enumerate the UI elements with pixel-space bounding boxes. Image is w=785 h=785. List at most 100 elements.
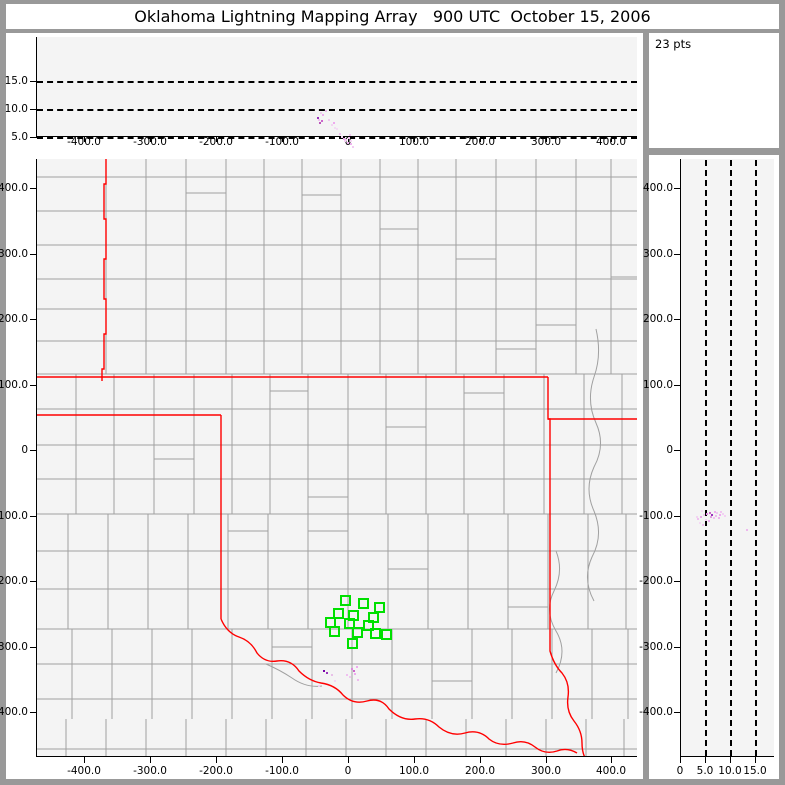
point-count-label: 23 pts: [655, 37, 692, 51]
lma-station-marker: [352, 627, 363, 638]
source-point: [714, 511, 716, 513]
source-point: [354, 673, 356, 675]
source-point: [724, 515, 726, 517]
plot-area-map: [36, 159, 637, 756]
gridline-x-15: [755, 160, 757, 756]
page-title: Oklahoma Lightning Mapping Array 900 UTC…: [134, 7, 651, 26]
source-point: [326, 672, 328, 674]
y-tick-label-right-300: 300.0: [642, 248, 673, 260]
gridline-y-10: [37, 109, 637, 111]
y-tick-map-n300: [30, 647, 37, 648]
x-tick-label-map-0: 0: [344, 765, 352, 777]
y-tick-map-n400: [30, 712, 37, 713]
y-tick-15: [30, 81, 37, 82]
y-tick-label-map-n400: -400.0: [0, 706, 28, 718]
lma-station-marker: [333, 608, 344, 619]
plot-area-altitude-vs-east: [36, 37, 637, 136]
source-point: [746, 529, 748, 531]
y-tick-label-right-n100: -100.0: [639, 510, 673, 522]
map-boundaries: [36, 159, 637, 756]
source-point: [357, 679, 359, 681]
x-tick-map-100: [414, 757, 415, 763]
x-tick-label-top-400: 400.0: [595, 136, 627, 148]
x-tick-top-0: [348, 136, 349, 142]
x-axis-line-map: [36, 756, 637, 757]
x-tick-top-100: [414, 136, 415, 142]
x-tick-label-right-10: 10.0: [718, 765, 742, 777]
source-point: [708, 520, 710, 522]
source-point: [702, 524, 704, 526]
panel-plan-view-map: 400.0 300.0 200.0 100.0 0 -100.0 -200.0 …: [0, 155, 643, 779]
panel-altitude-vs-east: 15.0 10.0 5.0 0: [5, 33, 643, 170]
x-axis-label-strip-top: -400.0 -300.0 -200.0 -100.0 0 100.0 200.…: [6, 136, 643, 148]
x-tick-label-top-n200: -200.0: [199, 136, 233, 148]
source-point: [699, 522, 701, 524]
x-tick-map-400: [611, 757, 612, 763]
x-axis-label-strip-right: 0 5.0 10.0 15.0: [649, 765, 779, 777]
y-axis-line-top: [36, 37, 37, 136]
x-tick-label-top-n300: -300.0: [133, 136, 167, 148]
source-point: [710, 516, 712, 518]
x-tick-label-map-100: 100.0: [398, 765, 430, 777]
y-tick-label-map-300: 300.0: [0, 248, 28, 260]
source-point: [722, 513, 724, 515]
source-point: [351, 668, 353, 670]
y-tick-label-map-100: 100.0: [0, 379, 28, 391]
x-tick-label-map-n100: -100.0: [265, 765, 299, 777]
gridline-x-5: [705, 160, 707, 756]
y-axis-line-right: [680, 159, 681, 756]
y-tick-10: [30, 109, 37, 110]
y-tick-right-100: [674, 385, 681, 386]
lma-station-marker: [329, 626, 340, 637]
y-tick-label-15: 15.0: [4, 75, 28, 87]
source-point: [334, 680, 336, 682]
y-tick-right-200: [674, 319, 681, 320]
x-tick-label-map-200: 200.0: [464, 765, 496, 777]
source-point: [700, 516, 702, 518]
y-tick-5: [30, 137, 37, 138]
y-tick-map-100: [30, 385, 37, 386]
y-tick-label-map-200: 200.0: [0, 313, 28, 325]
lma-station-marker: [381, 629, 392, 640]
source-point: [697, 518, 699, 520]
source-point: [349, 676, 351, 678]
x-tick-top-400: [611, 136, 612, 142]
x-tick-top-n400: [84, 136, 85, 142]
x-tick-label-right-0: 0: [676, 765, 684, 777]
y-tick-label-right-100: 100.0: [642, 379, 673, 391]
x-tick-map-n400: [84, 757, 85, 763]
source-point: [705, 519, 707, 521]
source-point: [718, 517, 720, 519]
x-ticks-top: [6, 136, 643, 142]
x-tick-label-top-100: 100.0: [398, 136, 430, 148]
source-point: [696, 516, 698, 518]
y-tick-right-n100: [674, 516, 681, 517]
x-tick-label-map-n200: -200.0: [199, 765, 233, 777]
y-tick-right-0: [674, 450, 681, 451]
source-point: [346, 674, 348, 676]
x-tick-right-10: [730, 757, 731, 763]
y-tick-map-200: [30, 319, 37, 320]
x-tick-map-200: [480, 757, 481, 763]
source-point: [709, 512, 711, 514]
y-tick-label-map-n100: -100.0: [0, 510, 28, 522]
source-point: [318, 685, 320, 687]
y-tick-map-300: [30, 254, 37, 255]
panel-point-count: 23 pts: [649, 33, 779, 148]
x-tick-top-n200: [216, 136, 217, 142]
lma-station-marker: [340, 595, 351, 606]
x-tick-label-right-15: 15.0: [743, 765, 767, 777]
x-tick-top-n100: [282, 136, 283, 142]
lma-station-marker: [344, 618, 355, 629]
source-point: [701, 510, 703, 512]
lma-station-marker: [358, 598, 369, 609]
y-tick-label-right-n200: -200.0: [639, 575, 673, 587]
y-tick-label-map-400: 400.0: [0, 182, 28, 194]
x-tick-right-5: [705, 757, 706, 763]
x-tick-right-15: [755, 757, 756, 763]
y-tick-map-400: [30, 188, 37, 189]
y-tick-label-right-400: 400.0: [642, 182, 673, 194]
lma-station-marker: [347, 638, 358, 649]
source-point: [356, 666, 358, 668]
